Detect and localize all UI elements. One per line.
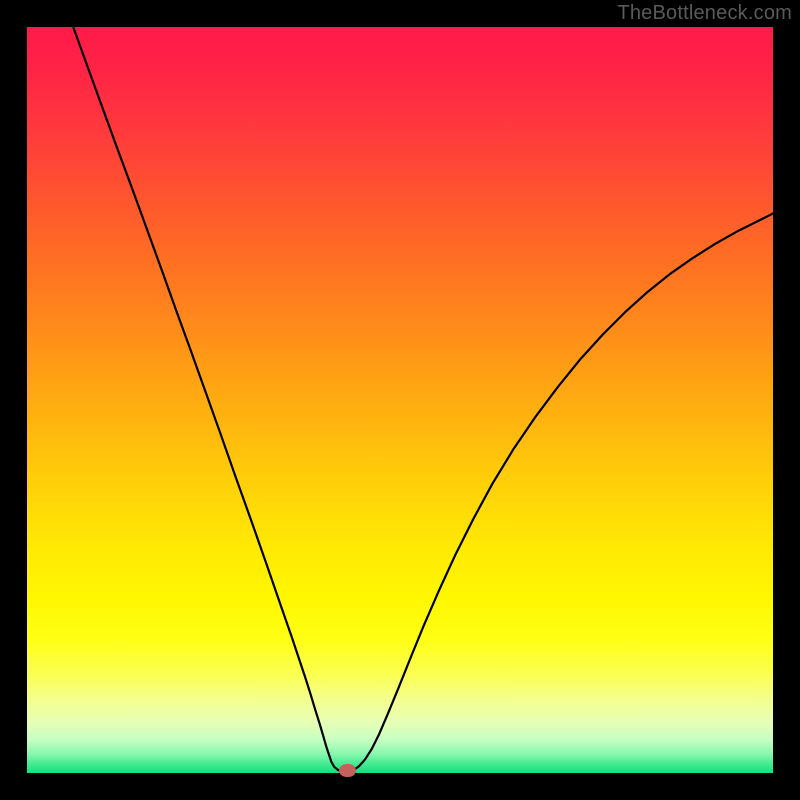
watermark-text: TheBottleneck.com (617, 2, 792, 25)
minimum-marker (339, 764, 356, 777)
plot-area (27, 27, 773, 773)
chart-frame: TheBottleneck.com (0, 0, 800, 800)
bottleneck-curve (27, 27, 773, 773)
